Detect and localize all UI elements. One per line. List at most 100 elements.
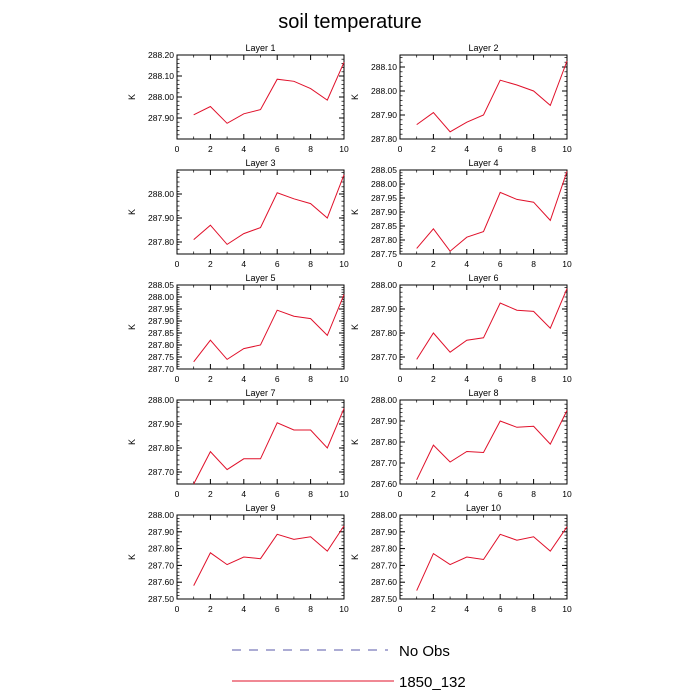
panel-title: Layer 10	[466, 503, 501, 513]
y-tick-label: 288.10	[148, 71, 174, 81]
legend-label-no-obs: No Obs	[399, 643, 450, 660]
y-tick-label: 287.70	[148, 364, 174, 374]
x-tick-label: 6	[498, 374, 503, 384]
x-tick-label: 0	[398, 489, 403, 499]
y-tick-label: 288.20	[148, 50, 174, 60]
figure-title: soil temperature	[278, 11, 421, 33]
x-tick-label: 4	[464, 374, 469, 384]
x-tick-label: 4	[241, 374, 246, 384]
x-tick-label: 2	[431, 259, 436, 269]
y-tick-label: 288.00	[371, 86, 397, 96]
x-tick-label: 0	[175, 144, 180, 154]
series-line-1850-132	[193, 62, 345, 124]
y-tick-label: 287.90	[371, 110, 397, 120]
x-tick-label: 0	[398, 374, 403, 384]
y-tick-label: 287.90	[148, 419, 174, 429]
x-tick-label: 10	[339, 259, 349, 269]
x-tick-label: 8	[531, 374, 536, 384]
x-tick-label: 10	[562, 144, 572, 154]
plot-frame	[176, 169, 345, 255]
plot-frame	[176, 54, 345, 140]
y-tick-label: 287.75	[148, 352, 174, 362]
y-tick-label: 288.00	[148, 395, 174, 405]
x-tick-label: 10	[339, 144, 349, 154]
x-tick-label: 4	[464, 489, 469, 499]
x-tick-label: 0	[175, 374, 180, 384]
x-tick-label: 4	[241, 489, 246, 499]
panel-title: Layer 7	[245, 388, 275, 398]
series-line-1850-132	[416, 288, 568, 360]
y-tick-label: 287.70	[148, 560, 174, 570]
y-tick-label: 287.90	[371, 527, 397, 537]
y-axis-label: K	[350, 94, 360, 100]
y-tick-label: 287.80	[148, 340, 174, 350]
y-tick-label: 287.90	[148, 213, 174, 223]
y-axis-label: K	[350, 554, 360, 560]
panel-title: Layer 9	[245, 503, 275, 513]
x-tick-label: 10	[562, 604, 572, 614]
panel-layer-8: Layer 8 K 287.60 287.70 287.80 287.90 288.00 0 2…	[350, 388, 572, 499]
series-line-1850-132	[193, 174, 345, 246]
y-tick-label: 288.00	[148, 510, 174, 520]
x-tick-label: 10	[339, 374, 349, 384]
y-axis-label: K	[350, 439, 360, 445]
x-tick-label: 8	[308, 144, 313, 154]
x-tick-label: 4	[464, 604, 469, 614]
y-tick-label: 287.50	[371, 594, 397, 604]
x-tick-label: 0	[398, 259, 403, 269]
x-tick-label: 0	[398, 604, 403, 614]
series-line-1850-132	[416, 410, 568, 481]
y-tick-label: 287.70	[148, 467, 174, 477]
y-tick-label: 288.00	[148, 189, 174, 199]
y-tick-label: 287.70	[371, 560, 397, 570]
panel-layer-2: Layer 2 K 287.80 287.90 288.00 288.10 0 2 4 6 8 10	[350, 43, 572, 154]
y-tick-label: 287.80	[371, 328, 397, 338]
x-tick-label: 6	[275, 374, 280, 384]
x-tick-label: 8	[308, 604, 313, 614]
panel-title: Layer 6	[468, 273, 498, 283]
y-tick-label: 287.90	[148, 113, 174, 123]
y-tick-label: 287.85	[371, 221, 397, 231]
y-axis-label: K	[127, 324, 137, 330]
y-tick-label: 287.70	[371, 352, 397, 362]
plot-frame	[399, 399, 568, 485]
y-tick-label: 287.60	[371, 479, 397, 489]
x-tick-label: 6	[275, 604, 280, 614]
y-tick-label: 287.50	[148, 594, 174, 604]
y-tick-label: 288.00	[148, 292, 174, 302]
plot-frame	[399, 514, 568, 600]
x-tick-label: 2	[208, 604, 213, 614]
x-tick-label: 0	[398, 144, 403, 154]
y-tick-label: 287.80	[371, 544, 397, 554]
panel-layer-3: Layer 3 K 287.80 287.90 288.00 0 2 4 6 8 10	[127, 158, 349, 269]
x-tick-label: 8	[531, 144, 536, 154]
x-tick-label: 4	[241, 144, 246, 154]
x-tick-label: 2	[208, 374, 213, 384]
x-tick-label: 4	[241, 259, 246, 269]
y-tick-label: 287.90	[371, 304, 397, 314]
x-tick-label: 2	[208, 144, 213, 154]
x-tick-label: 2	[208, 489, 213, 499]
y-tick-label: 288.00	[371, 179, 397, 189]
x-tick-label: 6	[275, 144, 280, 154]
plot-frame	[176, 514, 345, 600]
y-tick-label: 288.05	[148, 280, 174, 290]
y-tick-label: 287.85	[148, 328, 174, 338]
panel-title: Layer 5	[245, 273, 275, 283]
x-tick-label: 8	[308, 374, 313, 384]
x-tick-label: 0	[175, 259, 180, 269]
x-tick-label: 10	[339, 489, 349, 499]
y-tick-label: 287.95	[371, 193, 397, 203]
x-tick-label: 6	[498, 604, 503, 614]
x-tick-label: 2	[208, 259, 213, 269]
y-tick-label: 288.00	[148, 92, 174, 102]
x-tick-label: 0	[175, 604, 180, 614]
y-tick-label: 287.80	[371, 134, 397, 144]
y-axis-label: K	[127, 439, 137, 445]
x-tick-label: 2	[431, 604, 436, 614]
y-tick-label: 288.00	[371, 280, 397, 290]
y-axis-label: K	[127, 554, 137, 560]
y-tick-label: 287.90	[371, 416, 397, 426]
